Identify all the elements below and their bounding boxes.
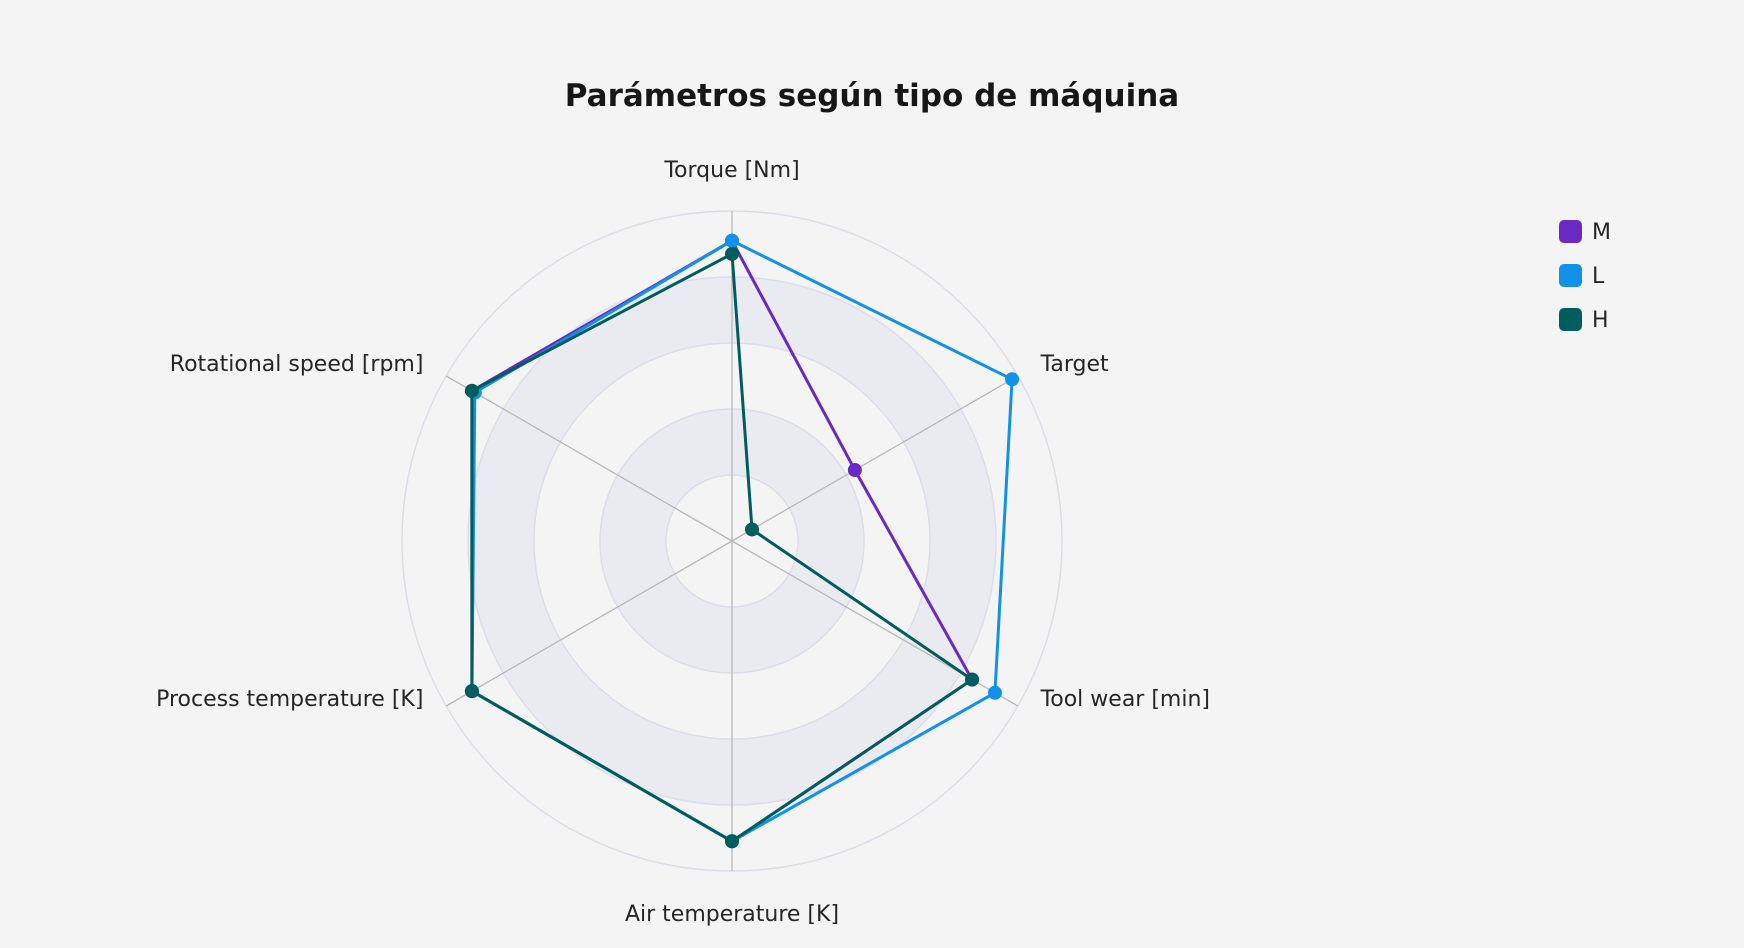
data-point[interactable] bbox=[725, 246, 739, 261]
legend-item-H[interactable]: H bbox=[1559, 308, 1609, 333]
axis-spoke bbox=[731, 375, 1019, 542]
data-point[interactable] bbox=[745, 522, 760, 537]
legend-label: H bbox=[1592, 308, 1609, 333]
data-point[interactable] bbox=[464, 684, 479, 699]
radar-series bbox=[464, 233, 1020, 849]
radar-axes bbox=[445, 211, 1019, 871]
legend: MLH bbox=[1559, 220, 1611, 333]
axis-label: Torque [Nm] bbox=[663, 158, 799, 183]
legend-item-M[interactable]: M bbox=[1559, 220, 1611, 245]
data-point[interactable] bbox=[725, 834, 739, 849]
data-point[interactable] bbox=[987, 685, 1002, 700]
legend-item-L[interactable]: L bbox=[1559, 264, 1605, 289]
data-point[interactable] bbox=[965, 672, 980, 687]
axis-spoke bbox=[445, 375, 733, 542]
axis-label: Process temperature [K] bbox=[156, 687, 423, 712]
axis-label: Rotational speed [rpm] bbox=[170, 352, 424, 377]
legend-swatch bbox=[1559, 264, 1582, 287]
legend-swatch bbox=[1559, 220, 1582, 243]
legend-label: M bbox=[1592, 220, 1611, 245]
data-point[interactable] bbox=[464, 383, 479, 398]
data-point[interactable] bbox=[1005, 372, 1020, 387]
axis-label: Target bbox=[1040, 352, 1109, 377]
axis-labels: Torque [Nm] Target Tool wear [min] Air temp… bbox=[156, 158, 1210, 927]
legend-label: L bbox=[1592, 264, 1605, 289]
data-point[interactable] bbox=[847, 463, 862, 478]
axis-label: Air temperature [K] bbox=[625, 902, 839, 927]
legend-swatch bbox=[1559, 308, 1582, 331]
chart-title: Parámetros según tipo de máquina bbox=[565, 78, 1179, 114]
axis-spoke bbox=[445, 540, 733, 707]
series-H bbox=[464, 246, 980, 849]
data-point[interactable] bbox=[725, 233, 739, 248]
axis-label: Tool wear [min] bbox=[1040, 687, 1210, 712]
